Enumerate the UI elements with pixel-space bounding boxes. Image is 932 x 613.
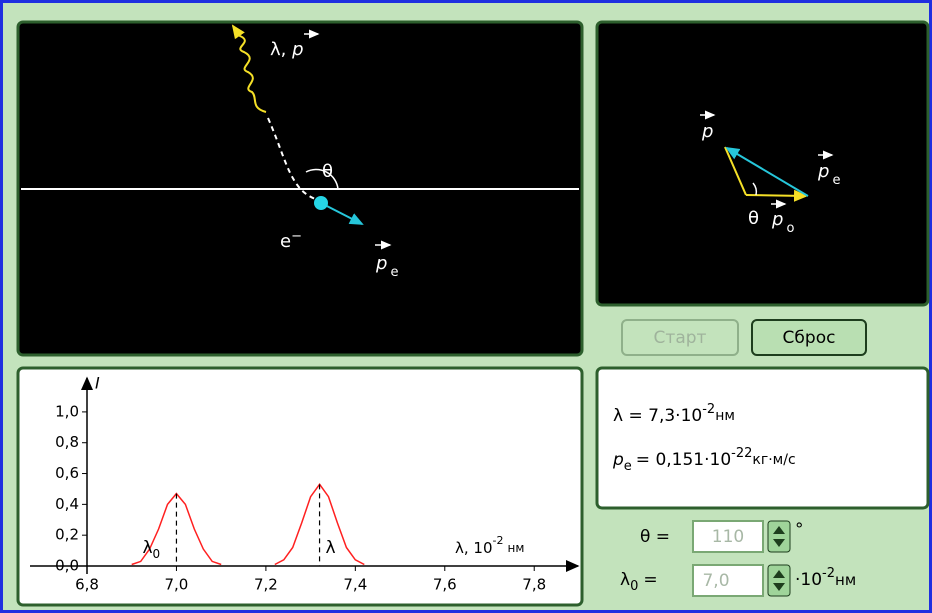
- electron: [314, 196, 328, 210]
- exponent: -2: [822, 566, 835, 581]
- angle-label: θ: [748, 208, 759, 229]
- label: −: [291, 229, 302, 244]
- peak-label: λ: [326, 538, 336, 558]
- label: =: [643, 570, 657, 590]
- x-tick-label: 7,6: [433, 576, 457, 594]
- label: e: [280, 231, 291, 252]
- label: λ =: [613, 406, 643, 426]
- x-tick-label: 7,0: [165, 576, 189, 594]
- label: λ: [620, 570, 630, 590]
- input-value: 7,0: [702, 571, 729, 591]
- panel: [597, 368, 928, 508]
- start-button[interactable]: Старт: [622, 320, 738, 355]
- label: o: [786, 221, 794, 236]
- label: p: [291, 39, 303, 60]
- label: e: [624, 459, 632, 474]
- button-label: Сброс: [783, 328, 836, 348]
- panel: [597, 22, 928, 305]
- label: p: [375, 253, 387, 274]
- label: 0: [153, 547, 161, 561]
- p-label: p: [701, 121, 713, 142]
- panel: [18, 368, 582, 605]
- x-tick-label: 6,8: [75, 576, 99, 594]
- label: p: [612, 450, 624, 470]
- y-axis-label: I: [95, 374, 100, 393]
- results: λ = 7,3·10-2нм pe= 0,151·10-22кг·м/с: [597, 368, 928, 508]
- label: p: [817, 161, 829, 182]
- y-tick-label: 0,2: [55, 526, 79, 544]
- x-tick-label: 7,2: [254, 576, 278, 594]
- unit: °: [795, 520, 804, 540]
- y-tick-label: 0,4: [55, 495, 79, 513]
- exponent: -22: [731, 446, 752, 461]
- y-tick-label: 0,8: [55, 433, 79, 451]
- app: λ, p θ e− pe p pe θ po Старт Сброс 0,00,…: [0, 0, 932, 613]
- label: -2: [493, 534, 504, 547]
- label: =: [636, 450, 650, 470]
- y-tick-label: 1,0: [55, 402, 79, 420]
- photon-label: λ, p: [270, 39, 304, 60]
- unit: нм: [835, 571, 856, 589]
- label: λ: [142, 538, 152, 558]
- label: e: [832, 173, 840, 188]
- label: θ =: [640, 527, 670, 547]
- input-value: 110: [712, 527, 744, 547]
- vector-p0: [746, 195, 806, 196]
- unit: нм: [715, 408, 735, 424]
- spinner[interactable]: [768, 565, 790, 596]
- value: 0,151: [655, 450, 704, 470]
- factor: ·10: [675, 406, 702, 426]
- spectrum-chart: 0,0 0,2 0,4 0,6 0,8 1,0 6,8 7,0 7,2 7,4 7,6 7,8 Iλ, …: [18, 368, 582, 605]
- y-tick-label: 0,0: [55, 557, 79, 575]
- label: λ, 10: [455, 539, 493, 557]
- label: 0: [630, 579, 638, 594]
- factor: ·10: [704, 450, 731, 470]
- value: 7,3: [648, 406, 675, 426]
- exponent: -2: [702, 402, 715, 417]
- y-tick-label: 0,6: [55, 464, 79, 482]
- reset-button[interactable]: Сброс: [752, 320, 866, 355]
- unit: кг·м/с: [752, 452, 795, 468]
- label: нм: [507, 541, 524, 555]
- label: p: [771, 209, 783, 230]
- x-tick-label: 7,4: [343, 576, 367, 594]
- spinner[interactable]: [768, 521, 790, 552]
- label: e: [390, 265, 398, 280]
- label: λ,: [270, 39, 286, 60]
- label: λ: [326, 538, 336, 558]
- x-tick-label: 7,8: [522, 576, 546, 594]
- angle-label: θ: [322, 161, 333, 182]
- button-label: Старт: [654, 328, 707, 348]
- factor: ·10: [795, 570, 822, 590]
